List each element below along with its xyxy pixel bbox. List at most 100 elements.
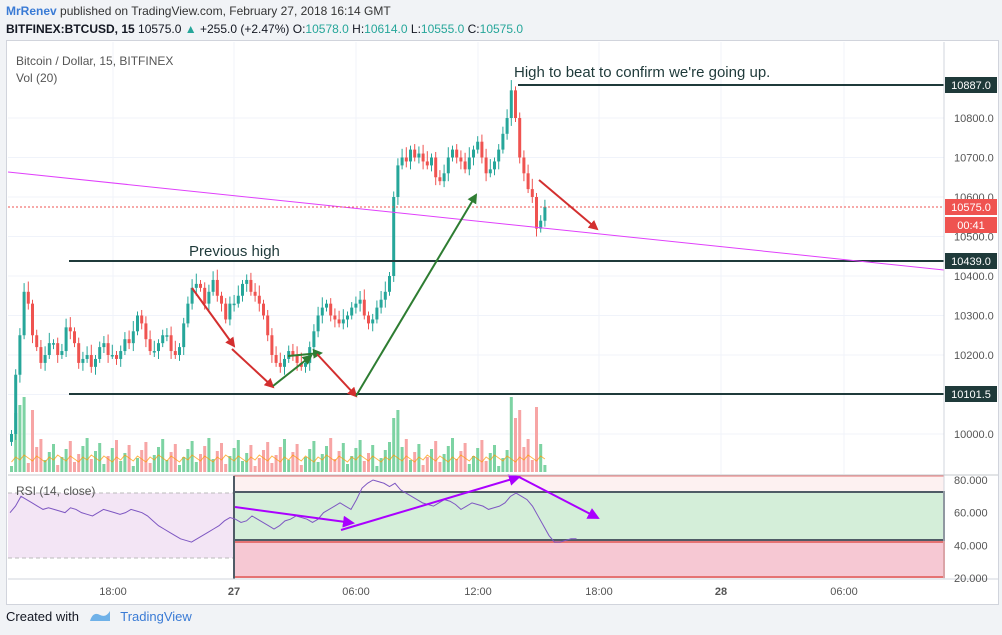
price-chart[interactable]: High to beat to confirm we're going up. … <box>7 41 998 604</box>
candle-body <box>211 279 215 292</box>
volume-bar <box>379 458 383 472</box>
time-axis[interactable]: 18:00 27 06:00 12:00 18:00 28 06:00 <box>99 586 858 598</box>
publisher-name[interactable]: MrRenev <box>6 4 57 18</box>
candle-body <box>199 283 202 288</box>
candle-body <box>337 319 341 324</box>
volume-bar <box>287 460 291 472</box>
candle-body <box>446 157 450 174</box>
volume-bar <box>421 465 425 472</box>
candle-body <box>35 335 39 348</box>
main-pane[interactable] <box>8 42 944 474</box>
volume-bar <box>131 466 135 472</box>
candle-body <box>425 161 429 166</box>
volume-bar <box>488 453 492 472</box>
volume-bar <box>249 445 253 472</box>
volume-bar <box>182 457 186 472</box>
volume-bar <box>110 448 114 472</box>
candle-body <box>39 347 43 363</box>
candle-body <box>241 283 244 296</box>
volume-bar <box>102 464 106 472</box>
high-value: 10614.0 <box>364 22 408 36</box>
candle-body <box>144 323 148 340</box>
close-label: C: <box>467 22 480 36</box>
symbol-label: BITFINEX:BTCUSD, 15 <box>6 22 135 36</box>
candle-body <box>341 319 345 324</box>
candle-body <box>535 197 538 229</box>
candle-body <box>266 315 270 336</box>
candle-body <box>304 362 307 367</box>
candle-body <box>350 307 354 316</box>
candle-body <box>98 347 102 359</box>
candle-body <box>182 323 186 348</box>
volume-bar <box>98 443 102 472</box>
candle-body <box>522 157 526 174</box>
candle-body <box>505 118 509 134</box>
volume-bar <box>278 447 282 472</box>
volume-bar <box>31 410 34 472</box>
high-label: H: <box>352 22 365 36</box>
candle-body <box>434 157 438 178</box>
volume-bar <box>207 438 211 472</box>
volume-bar <box>152 455 156 472</box>
candle-body <box>362 299 366 316</box>
tradingview-link[interactable]: TradingView <box>120 609 192 624</box>
price-tick-label: 10200.0 <box>954 350 994 362</box>
time-tick-label: 28 <box>715 586 727 598</box>
volume-bar <box>94 451 97 472</box>
candle-body <box>367 315 370 324</box>
open-value: 10578.0 <box>305 22 349 36</box>
volume-bar <box>476 448 480 472</box>
candle-body <box>274 355 278 363</box>
candle-body <box>404 157 408 162</box>
candle-body <box>283 358 286 367</box>
price-tick-label: 10300.0 <box>954 311 994 323</box>
rsi-axis[interactable]: 20.000 40.000 60.000 80.000 <box>954 475 988 585</box>
volume-bar <box>291 452 295 472</box>
volume-bar <box>262 450 265 472</box>
price-tick-label: 10400.0 <box>954 271 994 283</box>
candle-body <box>295 355 299 363</box>
rsi-mid-zone <box>233 491 945 541</box>
support-label: 10101.5 <box>951 389 991 401</box>
volume-bar <box>56 465 60 472</box>
rsi-band-left <box>8 493 234 558</box>
current-price-tag <box>945 199 997 215</box>
candle-body <box>526 173 530 190</box>
countdown-label: 00:41 <box>957 220 985 232</box>
volume-bar <box>514 418 517 472</box>
volume-bar <box>115 440 118 472</box>
volume-bar <box>190 441 194 472</box>
volume-bar <box>430 449 433 472</box>
candle-body <box>18 335 22 375</box>
volume-bar <box>451 438 454 472</box>
volume-bar <box>442 454 446 472</box>
candle-body <box>396 165 400 197</box>
candle-body <box>220 295 223 304</box>
candle-body <box>358 299 362 304</box>
rsi-line <box>9 479 577 543</box>
candle-body <box>157 343 160 352</box>
high-to-beat-text: High to beat to confirm we're going up. <box>514 64 770 81</box>
price-axis[interactable]: 10000.010100.010200.010300.010400.010500… <box>954 113 994 441</box>
volume-bars <box>10 397 547 472</box>
down-arrow-1 <box>191 287 236 348</box>
candle-body <box>497 149 501 162</box>
volume-bar <box>459 451 463 472</box>
volume-bar <box>173 444 177 472</box>
volume-bar <box>446 446 450 472</box>
chart-container[interactable]: High to beat to confirm we're going up. … <box>6 40 999 605</box>
volume-bar <box>60 457 64 472</box>
volume-bar <box>417 444 421 472</box>
published-line: MrRenev published on TradingView.com, Fe… <box>6 4 391 18</box>
candle-body <box>249 279 253 292</box>
candle-body <box>85 355 89 359</box>
support-tag <box>945 386 997 402</box>
rsi-tick-label: 60.000 <box>954 508 988 520</box>
time-tick-label: 18:00 <box>99 586 127 598</box>
volume-bar <box>18 405 22 472</box>
annotation-arrows <box>191 179 600 531</box>
candle-body <box>257 295 261 304</box>
volume-bar <box>320 454 324 472</box>
candle-body <box>52 343 55 345</box>
volume-bar <box>10 466 13 472</box>
